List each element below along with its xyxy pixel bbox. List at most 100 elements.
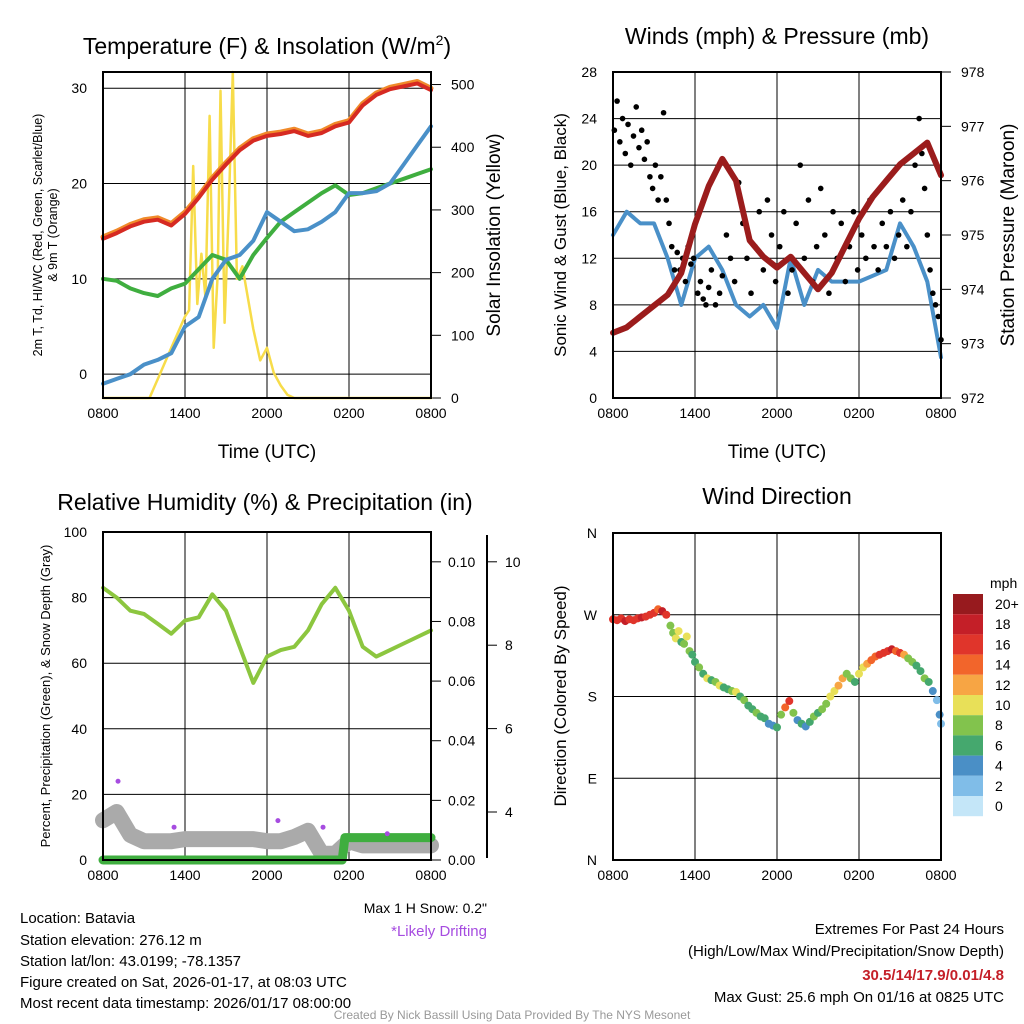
gust-point <box>930 290 936 297</box>
gust-point <box>708 267 715 273</box>
info-latlon: Station lat/lon: 43.0199; -78.1357 <box>20 953 241 970</box>
gust-point <box>627 162 634 168</box>
wind-direction-point <box>805 717 814 726</box>
panel2-ytick-label: 16 <box>581 204 597 220</box>
gust-point <box>916 115 922 122</box>
gust-point <box>899 197 906 203</box>
gust-point <box>617 139 623 145</box>
gust-point <box>932 302 939 308</box>
temperature-2m-line <box>101 81 433 241</box>
wind-direction-point <box>674 627 683 636</box>
panel2-title: Winds (mph) & Pressure (mb) <box>625 23 929 49</box>
gust-point <box>830 208 836 215</box>
wind-direction-point <box>781 703 790 712</box>
gust-point <box>817 185 824 192</box>
gust-point <box>716 290 723 297</box>
gust-point <box>636 144 642 151</box>
colorbar-label: 20+ <box>995 596 1019 612</box>
panel1-ylabel: 2m T, Td, HI/WC (Red, Green, Scarlet/Blu… <box>31 114 60 357</box>
gust-point <box>666 220 672 227</box>
legend-title: mph <box>990 575 1017 591</box>
gust-point <box>805 197 812 203</box>
gust-point <box>688 261 694 267</box>
panel3-y2tick-label: 0.10 <box>448 554 475 570</box>
extremes-subtitle: (High/Low/Max Wind/Precipitation/Snow De… <box>688 943 1004 960</box>
gust-point <box>630 133 637 139</box>
gust-point <box>822 232 828 238</box>
windchill-line <box>101 124 433 386</box>
gust-point <box>727 255 734 262</box>
gust-point <box>703 302 709 308</box>
panel2-xtick-label: 0800 <box>597 405 628 421</box>
colorbar-label: 10 <box>995 697 1011 713</box>
drifting-point <box>384 831 390 837</box>
wind-direction-point <box>773 723 781 732</box>
gust-point <box>887 208 894 215</box>
panel3-plot: 0800 1400 2000 0200 08000204060801000.000.02… <box>64 524 521 883</box>
colorbar-label: 4 <box>995 758 1003 774</box>
wind-direction-point <box>916 667 925 676</box>
panel1-ytick-label: 10 <box>71 271 87 287</box>
relative-humidity-line <box>101 585 433 685</box>
panel2-ytick-label: 4 <box>589 343 597 359</box>
gust-point <box>671 267 678 273</box>
panel3-xtick-label: 0800 <box>87 867 118 883</box>
panel1-ytick-label: 30 <box>71 80 87 96</box>
panel2-y2tick-label: 974 <box>961 281 985 297</box>
wind-direction-point <box>695 663 704 672</box>
panel2-xtick-label: 0200 <box>843 405 874 421</box>
panel2-xtick-label: 0800 <box>925 405 956 421</box>
colorbar-swatch <box>953 715 983 736</box>
panel2-xlabel: Time (UTC) <box>728 442 827 463</box>
wind-direction-point <box>935 710 944 719</box>
panel1-ytick-label: 0 <box>79 366 87 382</box>
panel4-frame <box>612 532 942 861</box>
gust-point <box>633 104 640 110</box>
panel1-xtick-label: 0800 <box>415 405 446 421</box>
max-gust: Max Gust: 25.6 mph On 01/16 at 0825 UTC <box>714 989 1004 1006</box>
drifting-point <box>275 818 281 824</box>
gust-point <box>658 173 664 180</box>
wind-direction-point <box>830 687 839 696</box>
panel4-title: Wind Direction <box>702 483 852 509</box>
wind-direction-point <box>740 696 749 705</box>
gust-point <box>891 255 898 262</box>
panel2-ytick-label: 24 <box>581 111 597 127</box>
colorbar-label: 6 <box>995 737 1003 753</box>
colorbar-swatch <box>953 674 983 695</box>
wind-direction-point <box>818 705 827 714</box>
panel3-y2tick-label: 0.02 <box>448 792 475 808</box>
extremes-values: 30.5/14/17.9/0.01/4.8 <box>862 967 1004 984</box>
panel1-xlabel: Time (UTC) <box>218 442 317 463</box>
gust-point <box>700 296 706 302</box>
gust-point <box>655 197 661 203</box>
panel4-ylabel: Direction (Colored By Speed) <box>551 585 570 806</box>
panel4-xtick-label: 2000 <box>761 867 792 883</box>
gust-point <box>641 156 648 163</box>
wind-direction-point <box>785 697 794 706</box>
gust-point <box>858 232 865 238</box>
panel1-ytick-label: 20 <box>71 176 87 192</box>
panel1-plot: 0800 1400 2000 0200 080001020300100200300400… <box>71 70 475 421</box>
panel4-xtick-label: 0800 <box>597 867 628 883</box>
info-created: Figure created on Sat, 2026-01-17, at 08… <box>20 974 347 991</box>
panel2-y2tick-label: 975 <box>961 227 985 243</box>
colorbar-swatch <box>953 654 983 675</box>
wind-direction-point <box>932 696 941 705</box>
panel2-xtick-label: 1400 <box>679 405 710 421</box>
wind-direction-point <box>834 681 843 690</box>
gust-point <box>731 278 738 285</box>
panel3-y3tick-label: 10 <box>505 554 521 570</box>
gust-point <box>625 121 631 128</box>
panel3-ylabel: Percent, Precipitation (Green), & Snow D… <box>38 545 53 848</box>
sonic-wind-line <box>611 209 943 360</box>
colorbar-swatch <box>953 634 983 655</box>
panel1-y2tick-label: 0 <box>451 390 459 406</box>
panel1-y2tick-label: 300 <box>451 202 475 218</box>
panel1-y2tick-label: 400 <box>451 139 475 155</box>
drifting-annotation: *Likely Drifting <box>391 923 487 940</box>
panel3-frame <box>102 531 432 861</box>
panel1-y2tick-label: 200 <box>451 265 475 281</box>
panel2-ytick-label: 12 <box>581 250 597 266</box>
